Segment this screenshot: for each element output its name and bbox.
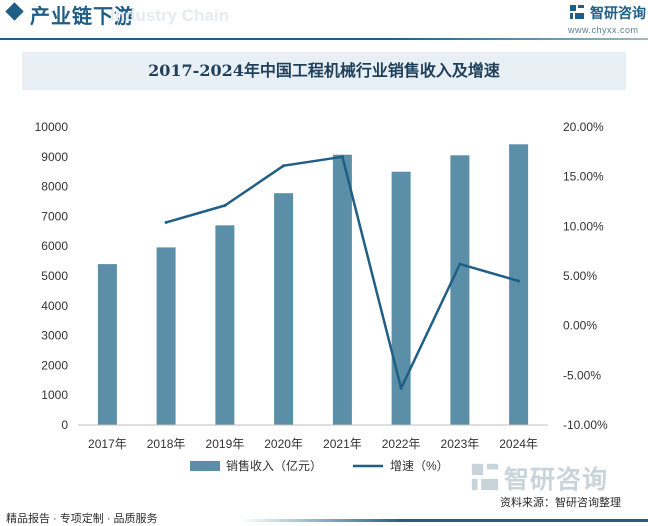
data-source: 资料来源：智研咨询整理 — [500, 497, 621, 509]
y-left-tick-label: 8000 — [41, 180, 68, 194]
bar — [509, 144, 529, 426]
y-left-tick-label: 6000 — [41, 239, 68, 253]
line-point — [399, 386, 403, 390]
x-tick-label: 2018年 — [147, 437, 186, 451]
y-right-tick-label: 15.00% — [563, 170, 604, 184]
bar — [391, 171, 411, 425]
x-tick-label: 2021年 — [323, 437, 362, 451]
y-right-tick-label: 5.00% — [563, 269, 597, 283]
x-tick-label: 2020年 — [264, 437, 303, 451]
y-right-tick-label: 10.00% — [563, 219, 604, 233]
page-header: 产业链下游 Industry Chain 智研咨询 www.chyxx.com — [0, 0, 648, 40]
y-right-tick-label: 20.00% — [563, 120, 604, 134]
legend-bar-swatch — [190, 461, 220, 471]
bar — [156, 247, 176, 425]
line-point — [164, 220, 168, 224]
y-left-tick-label: 9000 — [41, 150, 68, 164]
bar — [97, 264, 117, 425]
y-left-tick-label: 10000 — [35, 120, 69, 134]
line-point — [223, 204, 227, 207]
line-point — [340, 155, 344, 159]
section-title: 产业链下游 — [30, 4, 135, 28]
legend-bar-label: 销售收入（亿元） — [226, 458, 322, 473]
bar — [332, 154, 352, 425]
chart-title-band: 2017-2024年中国工程机械行业销售收入及增速 — [22, 52, 626, 90]
y-right-tick-label: -5.00% — [563, 368, 601, 382]
footer-rule — [240, 519, 648, 522]
y-left-tick-label: 2000 — [41, 358, 68, 372]
section-title-watermark: Industry Chain — [110, 6, 230, 25]
bar-series — [97, 144, 529, 426]
brand-name: 智研咨询 — [590, 5, 646, 21]
y-right-tick-label: -10.00% — [563, 418, 608, 432]
chart-legend: 销售收入（亿元） 增速（%） — [190, 458, 449, 473]
y-left-tick-label: 4000 — [41, 299, 68, 313]
bar — [215, 225, 235, 425]
line-series — [164, 155, 521, 390]
y-right-tick-label: 0.00% — [563, 319, 597, 333]
y-left-tick-label: 7000 — [41, 209, 68, 223]
header-rule — [0, 38, 648, 40]
watermark-logo-icon — [471, 463, 499, 491]
brand-logo-icon — [570, 5, 584, 19]
footer-slogan: 精品报告 · 专项定制 · 品质服务 — [6, 513, 158, 525]
x-tick-label: 2022年 — [382, 437, 421, 451]
bar — [450, 155, 470, 426]
y-left-tick-label: 5000 — [41, 269, 68, 283]
line-point — [458, 262, 462, 266]
bar — [274, 193, 294, 425]
x-tick-label: 2024年 — [499, 437, 538, 451]
y-left-tick-label: 0 — [61, 418, 68, 432]
y-left-tick-label: 1000 — [41, 388, 68, 402]
line-point — [282, 164, 286, 168]
chart-title: 2017-2024年中国工程机械行业销售收入及增速 — [148, 61, 500, 80]
chart-axes: 2017年 2018年 2019年 2020年 2021年 2022年 2023年 2024年… — [35, 120, 608, 451]
x-tick-label: 2023年 — [441, 437, 480, 451]
brand-url: www.chyxx.com — [568, 25, 639, 35]
line-point — [517, 279, 521, 283]
y-left-tick-label: 3000 — [41, 329, 68, 343]
legend-line-label: 增速（%） — [390, 459, 449, 473]
x-tick-label: 2019年 — [206, 437, 245, 451]
x-tick-label: 2017年 — [88, 437, 127, 451]
bottom-watermark: 智研咨询 — [470, 460, 642, 494]
watermark-brand: 智研咨询 — [504, 466, 609, 494]
footer: 精品报告 · 专项定制 · 品质服务 — [0, 506, 648, 525]
